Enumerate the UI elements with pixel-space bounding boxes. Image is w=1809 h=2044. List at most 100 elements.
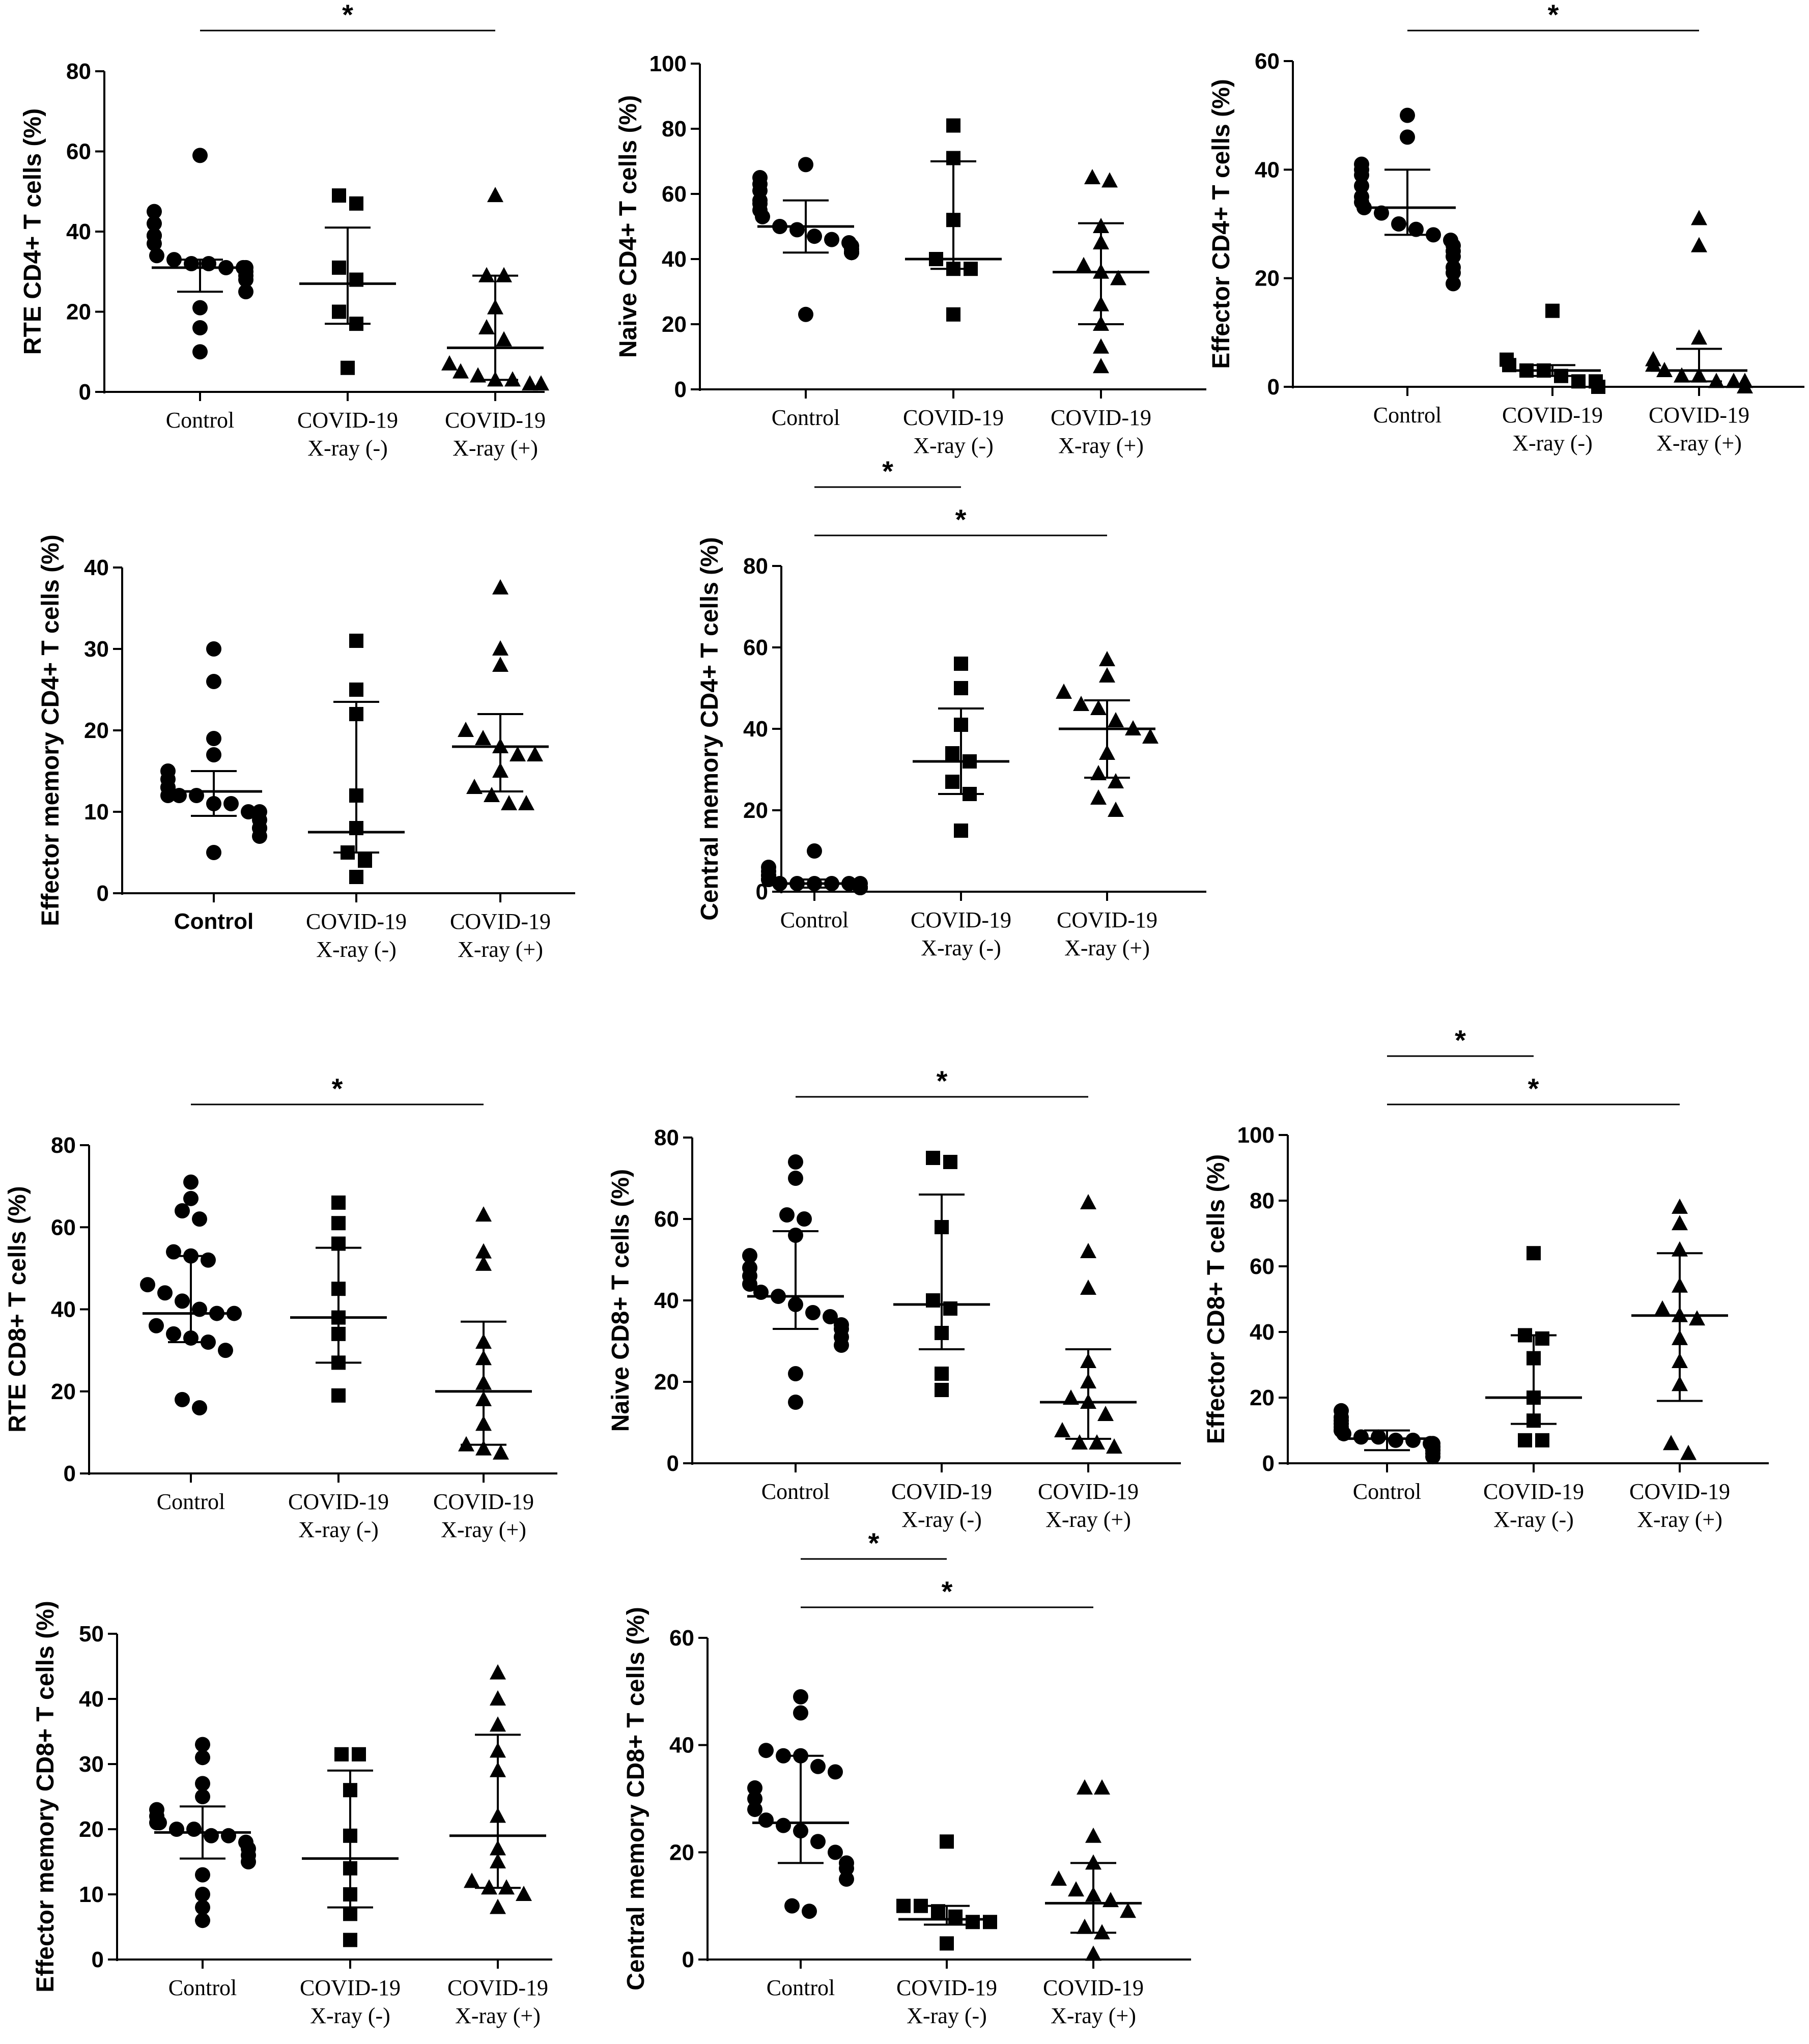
data-point <box>914 1898 928 1913</box>
data-point <box>343 1933 357 1947</box>
y-tick-label: 60 <box>654 1207 679 1232</box>
y-tick-label: 40 <box>654 1288 679 1313</box>
data-point <box>940 1936 954 1951</box>
data-point <box>475 1255 492 1271</box>
data-point <box>1691 367 1707 383</box>
data-point <box>1537 363 1551 378</box>
y-tick-label: 20 <box>1255 266 1280 291</box>
data-point <box>964 262 978 276</box>
data-point <box>331 1282 346 1296</box>
y-tick-label: 0 <box>1267 375 1280 400</box>
chart-panel: 0 20 40 60 Control COVID-19 X-ray (-) COVID-19 X… <box>1208 0 1804 456</box>
data-point <box>776 1748 791 1764</box>
data-point <box>331 1310 346 1325</box>
data-point <box>1099 667 1115 683</box>
series-square <box>1485 1246 1582 1447</box>
data-point <box>490 1807 506 1823</box>
data-point <box>1672 1215 1688 1231</box>
data-point <box>218 1343 233 1358</box>
data-point <box>183 1248 199 1264</box>
data-point <box>828 1844 843 1860</box>
data-point <box>1518 1328 1532 1343</box>
data-point <box>1080 1280 1096 1295</box>
significance-star: * <box>882 455 893 487</box>
data-point <box>195 1899 210 1915</box>
data-point <box>742 1276 757 1292</box>
x-tick-label: COVID-19 <box>1649 403 1749 428</box>
y-axis-label: Effector CD4+ T cells (%) <box>1208 79 1235 368</box>
data-point <box>1106 1438 1122 1454</box>
data-point <box>192 320 208 335</box>
y-tick-label: 0 <box>667 1451 679 1476</box>
series-square <box>308 634 405 884</box>
data-point <box>1672 1241 1688 1257</box>
data-point <box>940 1834 954 1849</box>
data-point <box>1656 362 1673 377</box>
data-point <box>458 722 474 737</box>
data-point <box>788 1297 803 1312</box>
data-point <box>1400 107 1415 123</box>
data-point <box>828 1764 843 1780</box>
data-point <box>206 641 221 657</box>
y-tick-label: 80 <box>743 554 768 579</box>
data-point <box>516 1886 532 1901</box>
data-point <box>189 788 204 803</box>
data-point <box>742 1248 757 1263</box>
data-point <box>1545 303 1560 318</box>
data-point <box>518 795 534 810</box>
x-tick-label: COVID-19 <box>445 408 546 433</box>
y-tick-label: 20 <box>743 798 768 823</box>
data-point <box>839 1860 854 1876</box>
data-point <box>1085 1945 1101 1961</box>
series-circle <box>160 641 267 860</box>
series-square <box>896 1834 997 1951</box>
y-tick-label: 30 <box>84 637 109 662</box>
data-point <box>954 657 968 671</box>
y-tick-label: 40 <box>743 717 768 742</box>
data-point <box>493 1444 509 1460</box>
data-point <box>1535 1433 1549 1447</box>
data-point <box>1672 1353 1688 1369</box>
y-tick-label: 60 <box>1255 49 1280 74</box>
data-point <box>349 870 363 884</box>
data-point <box>943 1301 957 1316</box>
series-square <box>893 1151 990 1397</box>
data-point <box>510 746 526 761</box>
series-square <box>302 1747 399 1947</box>
x-tick-label: X-ray (+) <box>455 2003 541 2028</box>
data-point <box>1535 1331 1549 1346</box>
data-point <box>1093 218 1109 233</box>
data-point <box>1076 257 1092 272</box>
series-square <box>1500 303 1605 394</box>
y-tick-label: 20 <box>84 718 109 743</box>
data-point <box>475 1415 492 1431</box>
data-point <box>1737 378 1753 393</box>
data-point <box>533 375 549 391</box>
y-tick-label: 0 <box>64 1461 76 1486</box>
data-point <box>1680 1444 1697 1460</box>
data-point <box>1093 358 1109 374</box>
data-point <box>1336 1426 1351 1441</box>
x-tick-label: COVID-19 <box>300 1975 401 2000</box>
data-point <box>810 1758 826 1774</box>
x-tick-label: X-ray (-) <box>298 1517 379 1542</box>
series-circle <box>140 1174 242 1415</box>
data-point <box>349 272 363 287</box>
data-point <box>1080 1394 1096 1409</box>
data-point <box>192 300 208 316</box>
x-tick-label: Control <box>767 1975 835 2000</box>
data-point <box>1353 1429 1369 1445</box>
y-tick-label: 0 <box>674 377 687 402</box>
x-tick-label: X-ray (+) <box>1051 2003 1136 2028</box>
data-point <box>349 683 363 697</box>
data-point <box>1691 237 1707 252</box>
y-tick-label: 0 <box>79 380 91 405</box>
x-tick-label: X-ray (-) <box>316 937 397 962</box>
data-point <box>481 1879 497 1895</box>
x-tick-label: COVID-19 <box>433 1489 534 1514</box>
data-point <box>195 1887 210 1902</box>
x-tick-label: COVID-19 <box>911 907 1011 932</box>
data-point <box>1080 1243 1096 1258</box>
data-point <box>798 306 813 322</box>
data-point <box>1446 276 1461 292</box>
